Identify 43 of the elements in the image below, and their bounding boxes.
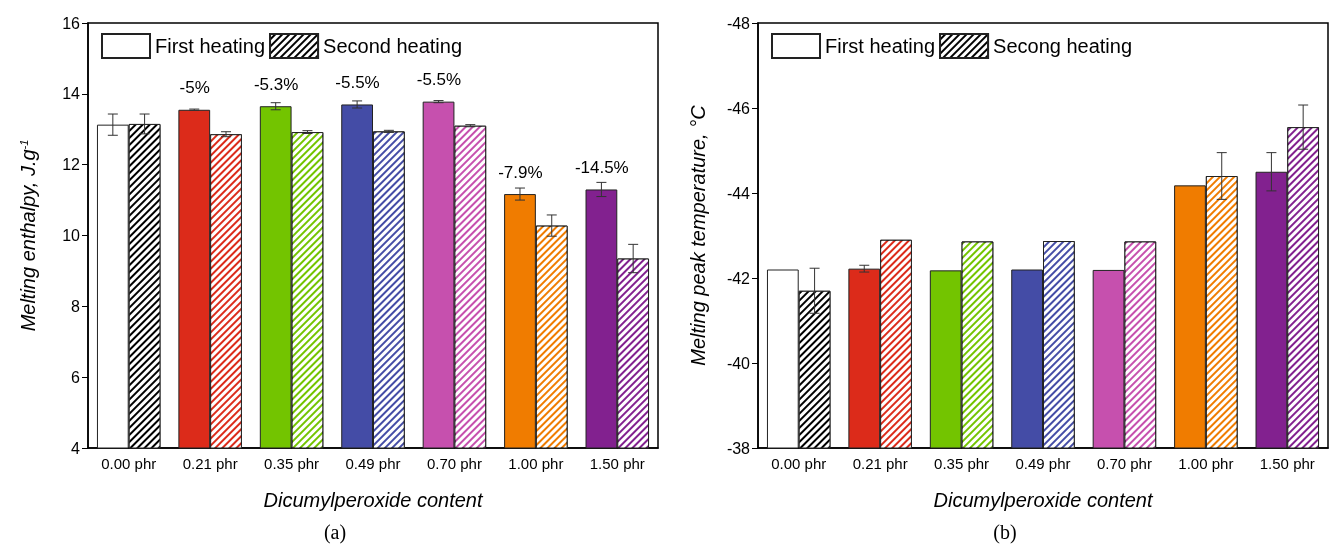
x-tick-label: 0.00 phr xyxy=(101,455,157,472)
y-tick-label: 8 xyxy=(71,297,81,315)
x-tick-label: 0.70 phr xyxy=(1096,455,1152,472)
y-tick-label: 16 xyxy=(62,14,81,32)
annotation: -5.3% xyxy=(253,74,299,94)
y-tick-label: -46 xyxy=(726,99,751,117)
x-tick-label: 1.00 phr xyxy=(508,455,564,472)
y-tick-label: 10 xyxy=(62,227,81,244)
annotation: -5.5% xyxy=(335,72,380,92)
y-tick-label: 12 xyxy=(62,156,81,174)
x-axis-title: Dicumylperoxide content xyxy=(933,489,1154,511)
y-tick-label: -38 xyxy=(726,439,751,457)
x-tick-label: 1.50 phr xyxy=(589,455,645,472)
y-tick-label: -40 xyxy=(726,354,751,372)
x-tick-label: 0.35 phr xyxy=(264,455,320,472)
text: (b) xyxy=(993,521,1017,544)
y-axis-title: Melting enthalpy, J.g-1 xyxy=(17,139,39,332)
y-tick-label: 4 xyxy=(71,439,81,457)
annotation: -7.9% xyxy=(498,162,543,182)
annotation: -5% xyxy=(179,78,210,98)
y-axis-title: Melting peak temperature, °C xyxy=(687,104,709,366)
legend-label: Second heating xyxy=(323,35,463,57)
text: (a) xyxy=(323,521,347,544)
y-tick-label: -42 xyxy=(726,269,751,287)
y-tick-label: -48 xyxy=(726,14,751,32)
x-tick-label: 1.00 phr xyxy=(1178,455,1234,472)
legend-label: First heating xyxy=(825,35,936,57)
x-tick-label: 0.21 phr xyxy=(182,455,238,472)
x-tick-label: 0.49 phr xyxy=(1015,455,1071,472)
x-axis-title: Dicumylperoxide content xyxy=(263,489,484,511)
y-tick-label: 14 xyxy=(62,85,81,103)
annotation: -14.5% xyxy=(574,157,629,177)
x-tick-label: 0.49 phr xyxy=(345,455,401,472)
legend-label: Secong heating xyxy=(993,35,1133,57)
annotation: -5.5% xyxy=(416,70,462,90)
x-tick-label: 1.50 phr xyxy=(1259,455,1315,472)
y-tick-label: -44 xyxy=(726,184,751,202)
y-tick-label: 6 xyxy=(71,368,81,386)
x-tick-label: 0.35 phr xyxy=(934,455,990,472)
x-tick-label: 0.21 phr xyxy=(852,455,908,472)
x-tick-label: 0.70 phr xyxy=(426,455,482,472)
x-tick-label: 0.00 phr xyxy=(771,455,827,472)
legend-label: First heating xyxy=(155,35,266,57)
